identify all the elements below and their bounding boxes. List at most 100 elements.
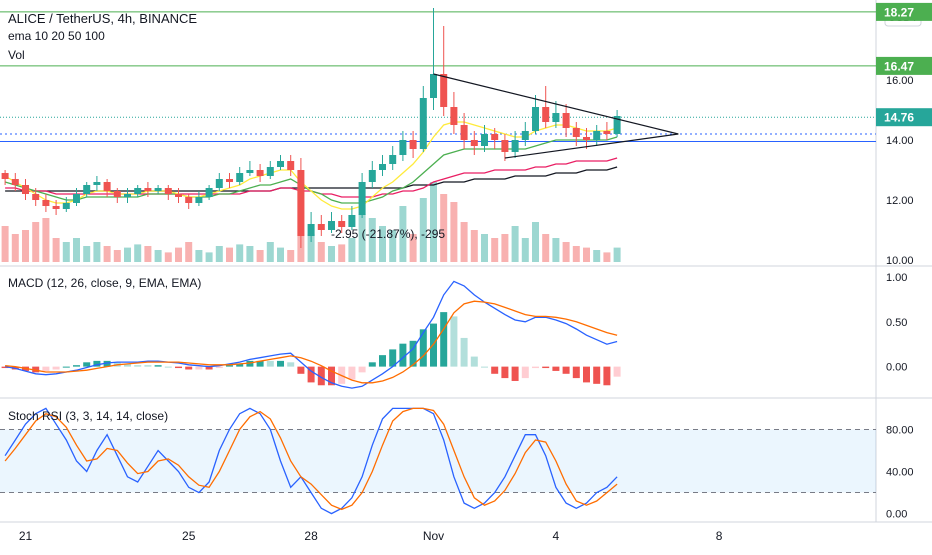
- candle-body[interactable]: [134, 188, 142, 194]
- macd-histogram-bar: [572, 366, 580, 379]
- candle-body[interactable]: [430, 74, 437, 98]
- measure-annotation: -2.95 (-21.87%), -295: [331, 227, 446, 241]
- candle-body[interactable]: [419, 98, 427, 149]
- candle-body[interactable]: [164, 188, 172, 194]
- candle-body[interactable]: [389, 155, 397, 164]
- candle-body[interactable]: [481, 134, 488, 146]
- candle-body[interactable]: [470, 140, 478, 146]
- candle-body[interactable]: [368, 170, 376, 182]
- candle-body[interactable]: [62, 203, 70, 209]
- price-badge[interactable]: [876, 2, 932, 21]
- candle-body[interactable]: [185, 197, 193, 203]
- ema-legend[interactable]: ema 10 20 50 100: [8, 29, 105, 43]
- volume-bar: [266, 242, 274, 262]
- stoch-rsi-pane[interactable]: [0, 407, 876, 515]
- candle-body[interactable]: [22, 185, 29, 194]
- candle-body[interactable]: [52, 206, 60, 209]
- candle-body[interactable]: [338, 221, 346, 227]
- volume-bar: [532, 222, 539, 262]
- candle-body[interactable]: [328, 221, 335, 230]
- volume-legend[interactable]: Vol: [8, 48, 25, 62]
- macd-histogram-bar: [470, 356, 478, 367]
- candle-body[interactable]: [73, 194, 80, 203]
- candle-body[interactable]: [562, 113, 570, 128]
- candle-body[interactable]: [450, 107, 458, 125]
- candle-body[interactable]: [277, 161, 284, 167]
- stoch-k-line[interactable]: [4, 407, 618, 515]
- volume-bar: [430, 182, 437, 262]
- candle-body[interactable]: [287, 161, 295, 170]
- candle-body[interactable]: [195, 197, 203, 203]
- candle-body[interactable]: [511, 140, 519, 152]
- price-badge[interactable]: [876, 56, 932, 75]
- candle-body[interactable]: [236, 173, 244, 182]
- macd-histogram-bar: [1, 366, 9, 369]
- candle-body[interactable]: [460, 125, 468, 140]
- candle-body[interactable]: [409, 140, 417, 149]
- candle-body[interactable]: [144, 188, 152, 191]
- price-pane[interactable]: [0, 8, 876, 262]
- candle-body[interactable]: [613, 116, 621, 134]
- candle-body[interactable]: [175, 194, 182, 197]
- candle-body[interactable]: [32, 194, 40, 200]
- macd-pane[interactable]: [1, 280, 621, 389]
- candle-body[interactable]: [583, 137, 590, 140]
- volume-bar: [583, 247, 590, 262]
- price-badge[interactable]: [876, 108, 932, 127]
- candle-body[interactable]: [297, 170, 305, 236]
- volume-bar: [419, 198, 427, 262]
- candle-body[interactable]: [491, 134, 499, 140]
- volume-bar: [409, 234, 417, 262]
- candle-body[interactable]: [552, 113, 560, 122]
- candle-body[interactable]: [226, 179, 233, 182]
- candle-body[interactable]: [572, 128, 580, 137]
- axes: 18.0016.0014.0012.0010.00USDT18.2716.471…: [19, 2, 932, 543]
- macd-histogram-bar: [226, 365, 233, 367]
- trendline[interactable]: [504, 133, 679, 159]
- macd-histogram-bar: [613, 366, 621, 377]
- candle-body[interactable]: [1, 173, 9, 179]
- volume-bar: [399, 206, 407, 262]
- trendline[interactable]: [433, 73, 679, 135]
- candle-body[interactable]: [113, 191, 121, 197]
- stoch-rsi-legend[interactable]: Stoch RSI (3, 3, 14, 14, close): [8, 409, 169, 423]
- volume-bar: [511, 226, 519, 262]
- candle-body[interactable]: [103, 182, 111, 191]
- candle-body[interactable]: [593, 131, 601, 140]
- candle-body[interactable]: [521, 131, 529, 140]
- macd-histogram-bar: [215, 366, 223, 369]
- candle-body[interactable]: [124, 194, 131, 197]
- candle-body[interactable]: [532, 107, 539, 131]
- candle-body[interactable]: [42, 200, 50, 206]
- candle-body[interactable]: [266, 167, 274, 176]
- candle-body[interactable]: [93, 182, 101, 185]
- candle-body[interactable]: [205, 188, 213, 197]
- macd-line[interactable]: [4, 280, 618, 389]
- stoch-d-line[interactable]: [4, 407, 618, 511]
- candle-body[interactable]: [440, 74, 448, 107]
- candle-body[interactable]: [256, 170, 264, 176]
- candle-body[interactable]: [154, 188, 162, 191]
- candle-body[interactable]: [379, 164, 386, 170]
- macd-histogram-bar: [379, 355, 386, 367]
- candle-body[interactable]: [307, 224, 315, 236]
- candle-body[interactable]: [246, 170, 254, 173]
- candle-body[interactable]: [399, 140, 407, 155]
- candle-body[interactable]: [358, 182, 366, 215]
- candle-body[interactable]: [215, 179, 223, 188]
- symbol-title: ALICE / TetherUS, 4h, BINANCE: [8, 11, 198, 26]
- candle-body[interactable]: [501, 140, 509, 152]
- macd-histogram-bar: [134, 365, 142, 367]
- volume-bar: [124, 247, 131, 262]
- candle-body[interactable]: [348, 215, 356, 227]
- volume-bar: [389, 230, 397, 262]
- candle-body[interactable]: [83, 185, 91, 194]
- macd-signal-line[interactable]: [5, 300, 618, 384]
- candle-body[interactable]: [542, 107, 550, 122]
- candle-body[interactable]: [317, 224, 325, 230]
- macd-histogram-bar: [440, 312, 448, 367]
- macd-legend[interactable]: MACD (12, 26, close, 9, EMA, EMA): [8, 276, 202, 290]
- candle-body[interactable]: [11, 179, 19, 185]
- candle-body[interactable]: [603, 131, 611, 134]
